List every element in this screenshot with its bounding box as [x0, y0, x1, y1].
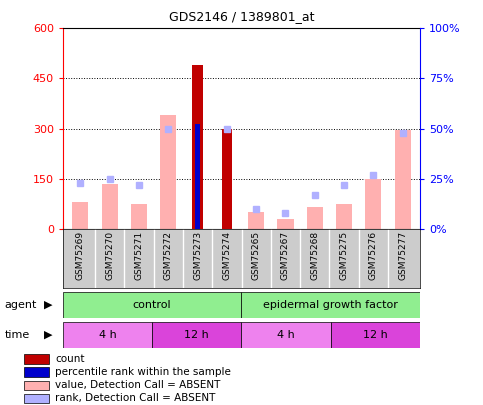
Text: agent: agent — [5, 300, 37, 310]
Text: ▶: ▶ — [44, 300, 53, 310]
Text: rank, Detection Call = ABSENT: rank, Detection Call = ABSENT — [56, 393, 216, 403]
Bar — [24, 367, 48, 377]
Text: control: control — [133, 300, 171, 310]
Text: value, Detection Call = ABSENT: value, Detection Call = ABSENT — [56, 380, 221, 390]
Text: GSM75272: GSM75272 — [164, 230, 173, 279]
Bar — [222, 129, 232, 229]
Bar — [160, 115, 176, 229]
Text: GSM75267: GSM75267 — [281, 230, 290, 280]
Bar — [336, 204, 352, 229]
Text: GSM75265: GSM75265 — [252, 230, 261, 280]
Text: GSM75271: GSM75271 — [134, 230, 143, 280]
Text: 4 h: 4 h — [277, 330, 295, 340]
Bar — [152, 322, 242, 348]
Text: GSM75275: GSM75275 — [340, 230, 349, 280]
Text: GSM75268: GSM75268 — [310, 230, 319, 280]
Bar — [131, 204, 147, 229]
Text: GDS2146 / 1389801_at: GDS2146 / 1389801_at — [169, 10, 314, 23]
Text: 4 h: 4 h — [99, 330, 116, 340]
Bar — [242, 322, 331, 348]
Bar — [24, 394, 48, 403]
Bar — [307, 207, 323, 229]
Text: 12 h: 12 h — [185, 330, 209, 340]
Bar — [63, 322, 152, 348]
Text: time: time — [5, 330, 30, 340]
Bar — [248, 212, 264, 229]
Text: ▶: ▶ — [44, 330, 53, 340]
Bar — [192, 65, 203, 229]
Bar — [24, 354, 48, 364]
Bar — [101, 184, 118, 229]
Bar — [195, 124, 200, 229]
Bar — [365, 179, 382, 229]
Bar — [63, 292, 242, 318]
Text: GSM75273: GSM75273 — [193, 230, 202, 280]
Text: GSM75276: GSM75276 — [369, 230, 378, 280]
Text: count: count — [56, 354, 85, 364]
Bar — [277, 219, 294, 229]
Bar — [331, 322, 420, 348]
Bar — [72, 202, 88, 229]
Text: 12 h: 12 h — [363, 330, 388, 340]
Text: GSM75269: GSM75269 — [76, 230, 85, 280]
Bar — [242, 292, 420, 318]
Bar — [24, 381, 48, 390]
Text: epidermal growth factor: epidermal growth factor — [263, 300, 398, 310]
Bar — [395, 130, 411, 229]
Text: GSM75277: GSM75277 — [398, 230, 407, 280]
Text: GSM75270: GSM75270 — [105, 230, 114, 280]
Text: percentile rank within the sample: percentile rank within the sample — [56, 367, 231, 377]
Text: GSM75274: GSM75274 — [222, 230, 231, 279]
